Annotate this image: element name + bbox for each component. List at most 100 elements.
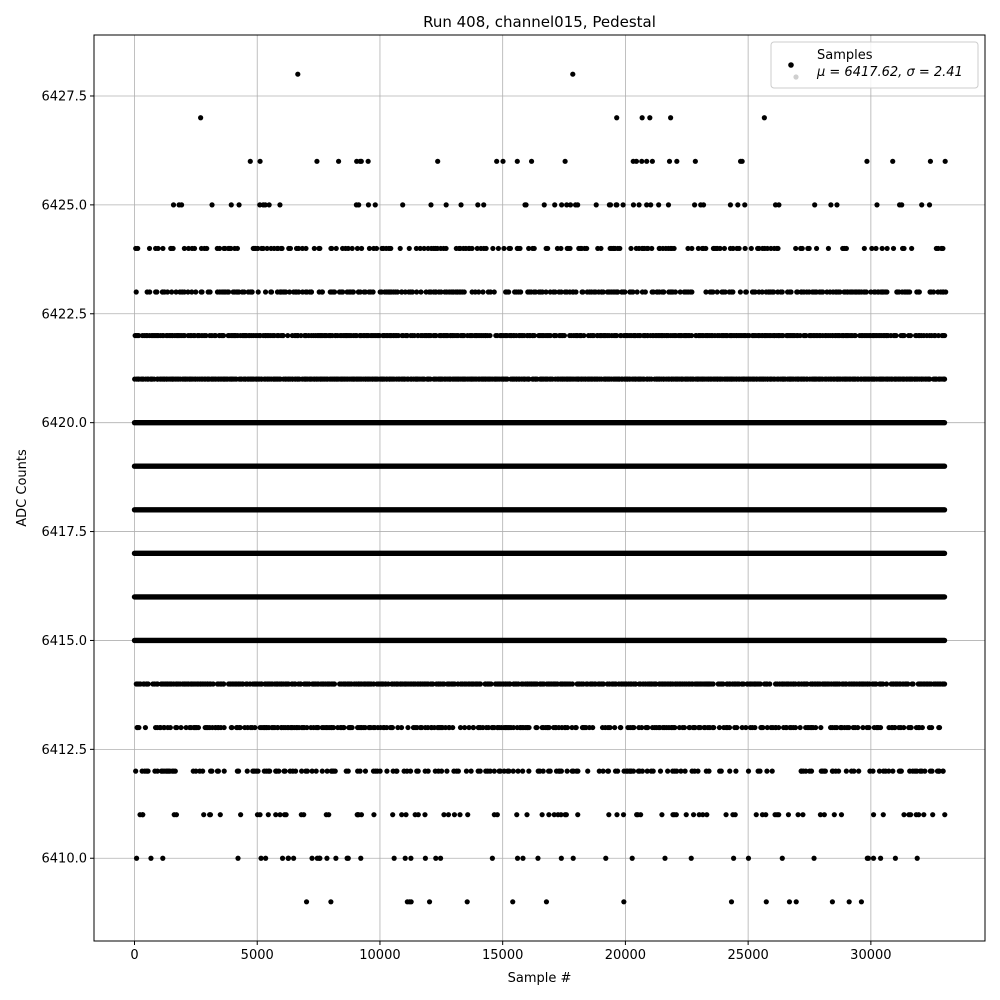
sample-point [398, 724, 405, 731]
sample-point [736, 245, 742, 252]
sample-point [506, 289, 512, 295]
sample-point [388, 245, 394, 252]
sample-point [614, 115, 620, 121]
sample-point [510, 899, 516, 905]
sample-point [282, 768, 288, 774]
sample-point [558, 289, 564, 295]
sample-point [697, 724, 703, 731]
sample-point [618, 724, 624, 731]
sample-point [835, 768, 842, 774]
sample-point [737, 289, 743, 295]
sample-point [614, 332, 620, 339]
sample-point [185, 289, 191, 295]
sample-point [808, 768, 815, 774]
sample-point [457, 724, 464, 731]
sample-point [876, 768, 883, 774]
sample-point [633, 681, 639, 687]
sample-point [145, 681, 151, 687]
sample-point [358, 812, 365, 818]
sample-point [718, 768, 724, 774]
sample-point [730, 289, 736, 295]
sample-point [685, 245, 691, 252]
sample-point [753, 812, 759, 818]
sample-point [247, 158, 253, 164]
sample-point [726, 724, 733, 731]
sample-point [696, 812, 702, 818]
sample-point [639, 768, 645, 774]
sample-point [760, 724, 766, 731]
sample-point [154, 681, 161, 687]
sample-point [605, 768, 612, 774]
sample-point [173, 289, 179, 295]
x-tick-label: 25000 [727, 948, 768, 963]
sample-point [909, 245, 915, 252]
sample-point [942, 812, 948, 818]
sample-point [797, 332, 803, 339]
sample-point [785, 812, 792, 818]
sample-point [170, 202, 177, 208]
sample-point [147, 289, 153, 295]
sample-point [317, 245, 323, 252]
x-tick-label: 20000 [605, 948, 646, 963]
sample-point [930, 289, 937, 295]
sample-point [645, 245, 651, 252]
sample-point [739, 724, 745, 731]
sample-point [606, 812, 612, 818]
sample-point [213, 332, 219, 339]
sample-point [326, 812, 332, 818]
sample-point [689, 332, 695, 339]
sample-point [828, 202, 834, 208]
sample-point [683, 812, 689, 818]
sample-point [919, 202, 925, 208]
sample-point [590, 724, 596, 731]
sample-point [757, 768, 763, 774]
sample-point [620, 202, 626, 208]
sample-point [395, 332, 402, 339]
sample-point [829, 899, 836, 905]
sample-point [803, 768, 809, 774]
sample-point [501, 245, 507, 252]
y-tick-label: 6417.5 [42, 525, 88, 540]
sample-point [426, 899, 433, 905]
sample-point [421, 245, 427, 252]
sample-point [873, 681, 879, 687]
sample-point [200, 768, 206, 774]
sample-point [681, 724, 687, 731]
sample-point [303, 899, 310, 905]
sample-point [585, 768, 591, 774]
sample-point [262, 289, 269, 295]
sample-point [438, 768, 445, 774]
sample-point [551, 812, 557, 818]
sample-point [308, 289, 315, 295]
sample-point [884, 289, 890, 295]
sample-point [146, 245, 153, 252]
sample-point [133, 768, 139, 774]
sample-point [630, 202, 637, 208]
sample-point [487, 332, 493, 339]
sample-point [235, 768, 242, 774]
sample-point [636, 202, 642, 208]
sample-point [672, 289, 679, 295]
sample-point [893, 332, 899, 339]
y-tick-label: 6415.0 [42, 634, 88, 649]
sample-point [858, 899, 865, 905]
sample-point [474, 245, 480, 252]
sample-point [215, 768, 222, 774]
sample-point [764, 724, 770, 731]
sample-point [921, 812, 927, 818]
sample-point [268, 289, 275, 295]
sample-point [657, 768, 664, 774]
y-tick-label: 6420.0 [42, 416, 88, 431]
sample-point [494, 158, 500, 164]
sample-point [389, 724, 396, 731]
sample-point [487, 768, 493, 774]
sample-point [198, 115, 204, 121]
sample-point [404, 332, 410, 339]
sample-point [843, 245, 849, 252]
sample-point [612, 724, 618, 731]
sample-point [547, 332, 554, 339]
sample-point [570, 855, 576, 861]
sample-point [916, 289, 922, 295]
sample-point [690, 812, 697, 818]
sample-point [689, 245, 695, 252]
